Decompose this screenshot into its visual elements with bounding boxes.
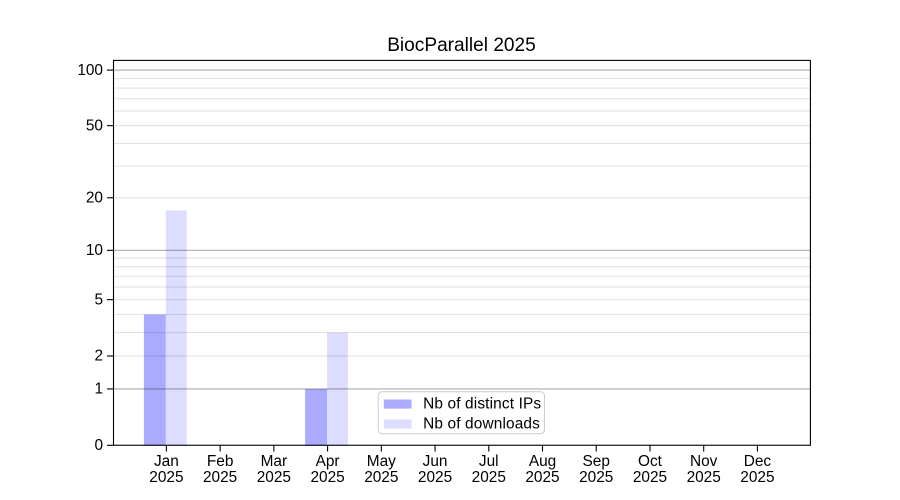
svg-text:Aug: Aug	[529, 453, 556, 470]
svg-text:Nb of distinct IPs: Nb of distinct IPs	[423, 396, 541, 413]
svg-text:Jan: Jan	[154, 453, 179, 470]
svg-text:1: 1	[94, 381, 103, 398]
svg-text:2: 2	[94, 348, 103, 365]
svg-text:2025: 2025	[257, 469, 291, 486]
svg-text:100: 100	[77, 62, 103, 79]
svg-text:2025: 2025	[310, 469, 344, 486]
svg-text:2025: 2025	[740, 469, 774, 486]
svg-text:Feb: Feb	[207, 453, 234, 470]
svg-text:2025: 2025	[472, 469, 506, 486]
svg-text:BiocParallel 2025: BiocParallel 2025	[387, 35, 536, 56]
svg-text:Apr: Apr	[316, 453, 340, 470]
svg-text:Oct: Oct	[638, 453, 663, 470]
svg-text:Dec: Dec	[744, 453, 772, 470]
svg-text:2025: 2025	[687, 469, 721, 486]
svg-text:2025: 2025	[364, 469, 398, 486]
svg-text:Jun: Jun	[423, 453, 448, 470]
svg-text:2025: 2025	[633, 469, 667, 486]
svg-text:2025: 2025	[418, 469, 452, 486]
svg-text:20: 20	[86, 189, 103, 206]
svg-text:Nov: Nov	[690, 453, 718, 470]
svg-text:10: 10	[86, 242, 103, 259]
svg-text:Sep: Sep	[583, 453, 610, 470]
svg-text:0: 0	[94, 437, 103, 454]
svg-text:5: 5	[94, 291, 103, 308]
svg-text:2025: 2025	[579, 469, 613, 486]
svg-text:May: May	[367, 453, 396, 470]
svg-text:50: 50	[86, 117, 103, 134]
svg-text:Jul: Jul	[479, 453, 499, 470]
svg-text:Nb of downloads: Nb of downloads	[423, 416, 540, 433]
svg-text:2025: 2025	[525, 469, 559, 486]
svg-text:Mar: Mar	[261, 453, 288, 470]
svg-text:2025: 2025	[203, 469, 237, 486]
svg-text:2025: 2025	[149, 469, 183, 486]
